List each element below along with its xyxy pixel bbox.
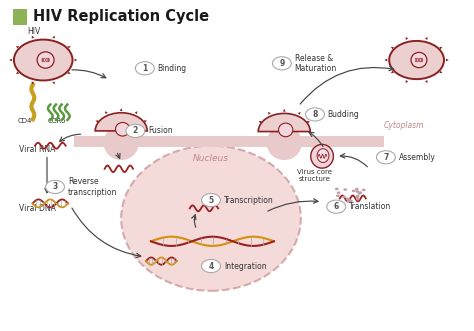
Circle shape bbox=[337, 191, 340, 194]
Ellipse shape bbox=[116, 122, 130, 136]
Text: 2: 2 bbox=[133, 126, 138, 135]
Ellipse shape bbox=[317, 149, 329, 163]
Circle shape bbox=[356, 190, 359, 193]
Circle shape bbox=[346, 200, 350, 203]
FancyBboxPatch shape bbox=[12, 9, 27, 25]
Ellipse shape bbox=[266, 125, 302, 160]
Text: Virus core
structure: Virus core structure bbox=[298, 169, 332, 182]
Text: Release &
Maturation: Release & Maturation bbox=[295, 54, 337, 73]
Text: Binding: Binding bbox=[157, 64, 187, 73]
Text: 4: 4 bbox=[209, 261, 214, 270]
Text: Cytoplasm: Cytoplasm bbox=[383, 121, 424, 130]
Text: 5: 5 bbox=[209, 196, 214, 205]
Wedge shape bbox=[95, 113, 147, 131]
Circle shape bbox=[273, 57, 292, 70]
Circle shape bbox=[342, 196, 346, 198]
Ellipse shape bbox=[311, 144, 333, 168]
Bar bbox=[74, 135, 383, 147]
Text: Budding: Budding bbox=[328, 110, 359, 119]
Text: 8: 8 bbox=[312, 110, 318, 119]
Circle shape bbox=[14, 40, 73, 80]
Ellipse shape bbox=[411, 52, 427, 68]
Circle shape bbox=[327, 200, 346, 213]
Text: HIV Replication Cycle: HIV Replication Cycle bbox=[33, 9, 209, 24]
Circle shape bbox=[346, 198, 349, 200]
Circle shape bbox=[356, 195, 360, 197]
Circle shape bbox=[201, 194, 220, 207]
Circle shape bbox=[46, 180, 64, 194]
Ellipse shape bbox=[279, 123, 293, 137]
Text: 3: 3 bbox=[53, 182, 58, 191]
Circle shape bbox=[356, 196, 359, 198]
Circle shape bbox=[352, 190, 356, 192]
Wedge shape bbox=[258, 114, 310, 131]
Circle shape bbox=[336, 195, 340, 197]
Circle shape bbox=[349, 200, 353, 202]
Circle shape bbox=[346, 198, 350, 201]
Circle shape bbox=[376, 151, 395, 164]
Text: CCR5: CCR5 bbox=[47, 118, 66, 124]
Text: Reverse
transcription: Reverse transcription bbox=[68, 177, 117, 197]
Ellipse shape bbox=[37, 52, 54, 68]
Text: Viral DNA: Viral DNA bbox=[19, 204, 56, 213]
Circle shape bbox=[389, 41, 444, 79]
Circle shape bbox=[343, 188, 347, 191]
Circle shape bbox=[126, 124, 145, 137]
Text: 1: 1 bbox=[142, 64, 147, 73]
Text: Integration: Integration bbox=[224, 261, 266, 270]
Text: 9: 9 bbox=[279, 59, 284, 68]
Circle shape bbox=[358, 191, 362, 194]
Text: Transcription: Transcription bbox=[224, 196, 273, 205]
Text: Viral RNA: Viral RNA bbox=[19, 145, 56, 154]
Text: HIV: HIV bbox=[27, 27, 40, 36]
Text: Fusion: Fusion bbox=[148, 126, 173, 135]
Circle shape bbox=[362, 189, 365, 191]
Text: Translation: Translation bbox=[349, 202, 391, 211]
Circle shape bbox=[356, 198, 360, 201]
Text: Nucleus: Nucleus bbox=[193, 154, 229, 163]
Circle shape bbox=[201, 260, 220, 273]
Circle shape bbox=[357, 192, 361, 195]
Text: 6: 6 bbox=[334, 202, 339, 211]
Circle shape bbox=[335, 188, 338, 190]
Circle shape bbox=[355, 188, 359, 190]
Ellipse shape bbox=[103, 125, 139, 160]
Text: CD4: CD4 bbox=[18, 118, 32, 124]
Circle shape bbox=[136, 62, 155, 75]
Text: 7: 7 bbox=[383, 153, 389, 162]
Ellipse shape bbox=[121, 146, 301, 291]
Text: Assembly: Assembly bbox=[399, 153, 436, 162]
Circle shape bbox=[306, 108, 324, 121]
